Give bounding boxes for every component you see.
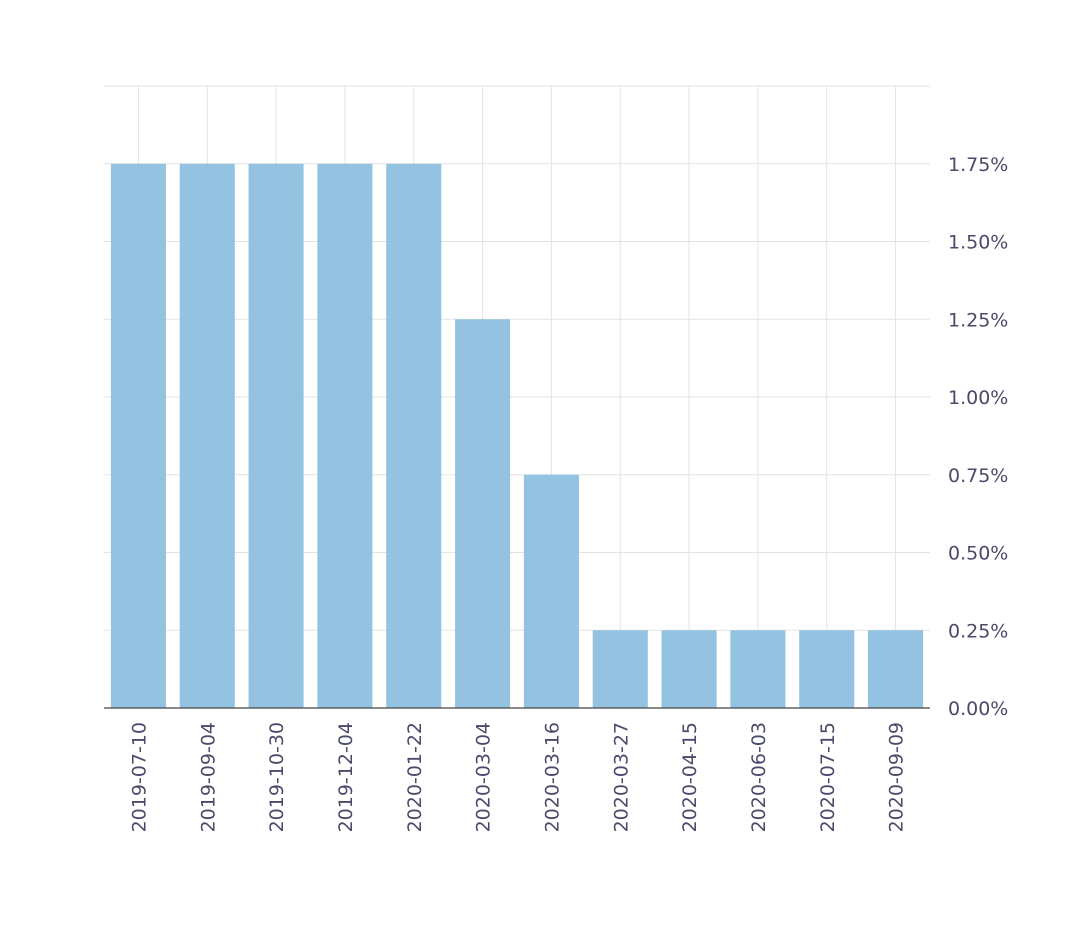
x-tick-label: 2020-04-15 <box>679 722 701 832</box>
y-tick-label: 0.25% <box>948 620 1008 642</box>
y-tick-label: 0.75% <box>948 465 1008 487</box>
bars <box>110 163 924 708</box>
x-tick-label: 2019-09-04 <box>197 722 219 832</box>
bar-2019-07-10 <box>110 163 166 708</box>
bar-2020-04-15 <box>661 630 717 708</box>
x-tick-label: 2019-12-04 <box>335 722 357 832</box>
x-tick-label: 2020-06-03 <box>748 722 770 832</box>
x-tick-label: 2020-03-16 <box>541 722 563 832</box>
bar-2020-03-27 <box>592 630 648 708</box>
x-tick-label: 2020-07-15 <box>817 722 839 832</box>
bar-2020-09-09 <box>868 630 924 708</box>
bar-2020-03-04 <box>455 319 511 708</box>
bar-2019-09-04 <box>179 163 235 708</box>
bar-2020-06-03 <box>730 630 786 708</box>
x-tick-label: 2019-10-30 <box>266 722 288 832</box>
x-tick-label: 2020-01-22 <box>404 722 426 832</box>
y-tick-label: 1.25% <box>948 309 1008 331</box>
bar-2019-12-04 <box>317 163 373 708</box>
x-tick-label: 2020-03-27 <box>610 722 632 832</box>
bar-2019-10-30 <box>248 163 304 708</box>
y-tick-label: 1.50% <box>948 232 1008 254</box>
bar-2020-01-22 <box>386 163 442 708</box>
x-tick-label: 2020-03-04 <box>473 722 495 832</box>
y-tick-label: 0.00% <box>948 698 1008 720</box>
bar-2020-03-16 <box>523 474 579 708</box>
x-tick-label: 2019-07-10 <box>128 722 150 832</box>
y-tick-label: 1.00% <box>948 387 1008 409</box>
y-tick-label: 0.50% <box>948 543 1008 565</box>
x-tick-labels: 2019-07-10 2019-09-04 2019-10-30 2019-12-04… <box>128 722 907 832</box>
y-tick-labels: 0.00% 0.25% 0.50% 0.75% 1.00% 1.25% 1.50% 1.75% <box>948 154 1008 720</box>
y-tick-label: 1.75% <box>948 154 1008 176</box>
x-tick-label: 2020-09-09 <box>886 722 908 832</box>
bar-2020-07-15 <box>799 630 855 708</box>
